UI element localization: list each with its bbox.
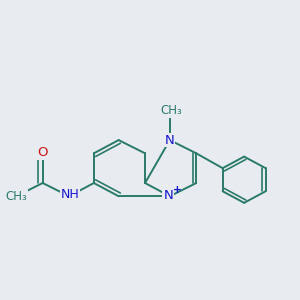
Text: NH: NH — [60, 188, 79, 201]
Text: N: N — [165, 134, 175, 147]
Text: O: O — [38, 146, 48, 159]
Text: +: + — [173, 184, 182, 195]
Text: N: N — [163, 189, 173, 202]
Text: CH₃: CH₃ — [160, 104, 182, 117]
Text: CH₃: CH₃ — [5, 190, 27, 203]
